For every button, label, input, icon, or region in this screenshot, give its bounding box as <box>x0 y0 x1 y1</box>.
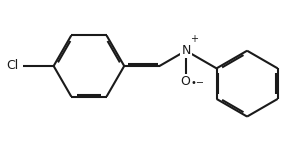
Text: +: + <box>190 34 198 44</box>
Text: Cl: Cl <box>6 59 18 73</box>
Text: $\mathregular{O}$: $\mathregular{O}$ <box>180 75 192 88</box>
Text: $\mathregular{N}$: $\mathregular{N}$ <box>181 44 191 57</box>
Text: •−: •− <box>190 78 204 88</box>
